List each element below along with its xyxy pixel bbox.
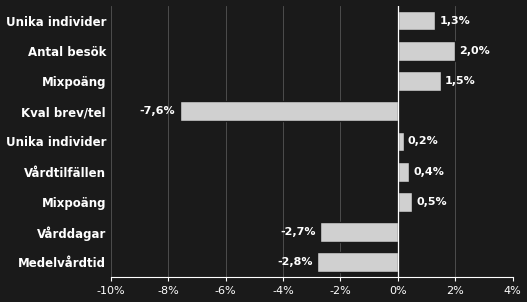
- Bar: [398, 192, 412, 212]
- Text: -2,8%: -2,8%: [278, 257, 313, 267]
- Text: 0,2%: 0,2%: [408, 137, 438, 146]
- Bar: [398, 71, 441, 91]
- Bar: [398, 11, 435, 31]
- Text: -2,7%: -2,7%: [280, 227, 316, 237]
- Text: 1,3%: 1,3%: [440, 16, 470, 26]
- Text: 2,0%: 2,0%: [460, 46, 490, 56]
- Bar: [180, 101, 398, 121]
- Text: 0,5%: 0,5%: [416, 197, 447, 207]
- Text: 1,5%: 1,5%: [445, 76, 476, 86]
- Text: -7,6%: -7,6%: [140, 106, 175, 116]
- Bar: [320, 222, 398, 242]
- Bar: [398, 132, 404, 151]
- Text: 0,4%: 0,4%: [414, 167, 444, 177]
- Bar: [398, 41, 455, 61]
- Bar: [398, 162, 409, 182]
- Bar: [317, 252, 398, 272]
